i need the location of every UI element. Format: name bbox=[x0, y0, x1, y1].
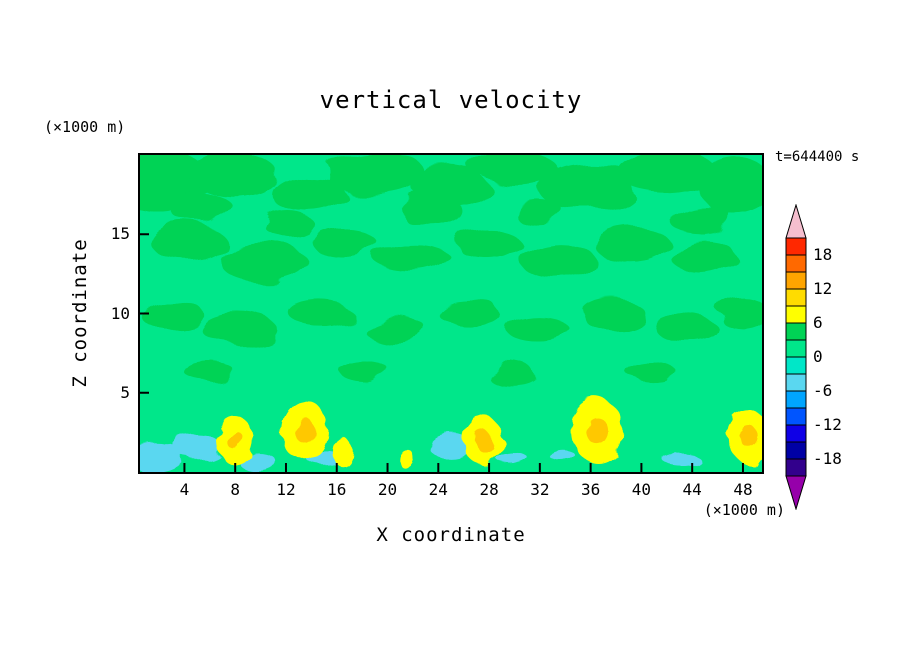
colorbar-tick-label: -6 bbox=[813, 381, 833, 400]
x-tick-label: 40 bbox=[631, 480, 652, 499]
colorbar-segment bbox=[785, 322, 807, 341]
colorbar-tick-label: -12 bbox=[813, 415, 842, 434]
colorbar-segment bbox=[785, 271, 807, 290]
colorbar-segment bbox=[785, 254, 807, 273]
colorbar-segment bbox=[785, 373, 807, 392]
green-patch bbox=[202, 313, 277, 346]
z-tick-label: 5 bbox=[120, 382, 130, 402]
x-tick-label: 24 bbox=[428, 480, 448, 499]
green-patch bbox=[469, 155, 557, 184]
green-patch bbox=[674, 240, 738, 279]
green-patch bbox=[171, 193, 234, 225]
cyan-patch bbox=[239, 452, 277, 472]
plot-area bbox=[138, 153, 764, 474]
green-patch bbox=[699, 158, 762, 216]
colorbar-bottom-arrow bbox=[785, 475, 807, 510]
x-tick-label: 28 bbox=[479, 480, 499, 499]
green-patch bbox=[270, 174, 346, 213]
green-patch bbox=[594, 224, 669, 263]
green-patch bbox=[189, 155, 277, 197]
colorbar-tick-label: 6 bbox=[813, 313, 823, 332]
green-patch bbox=[488, 367, 539, 387]
z-tick-label: 15 bbox=[110, 224, 130, 244]
colorbar-segment bbox=[785, 305, 807, 324]
colorbar-segment bbox=[785, 407, 807, 426]
updraft-core bbox=[474, 430, 492, 451]
x-tick-label: 32 bbox=[530, 480, 550, 499]
colorbar-segment bbox=[785, 339, 807, 358]
colorbar-segment bbox=[785, 356, 807, 375]
green-patch bbox=[581, 297, 644, 330]
updraft-core bbox=[740, 426, 759, 448]
green-patch bbox=[506, 316, 570, 343]
green-patch bbox=[538, 161, 638, 213]
updraft-core bbox=[227, 430, 244, 451]
x-axis-label: X coordinate bbox=[376, 524, 526, 546]
green-patch bbox=[363, 316, 427, 343]
colorbar-segment bbox=[785, 288, 807, 307]
colorbar-top-arrow bbox=[785, 204, 807, 239]
green-patch bbox=[656, 316, 719, 343]
green-patch bbox=[140, 297, 203, 330]
green-patch bbox=[718, 297, 762, 330]
colorbar-tick-label: 18 bbox=[813, 245, 833, 264]
green-patch bbox=[220, 243, 308, 282]
green-patch bbox=[401, 196, 464, 228]
green-patch bbox=[519, 240, 595, 279]
colorbar-segment bbox=[785, 237, 807, 256]
contour-field bbox=[140, 155, 762, 472]
colorbar-segment bbox=[785, 424, 807, 443]
green-patch bbox=[513, 199, 563, 225]
x-tick-label: 16 bbox=[327, 480, 347, 499]
green-patch bbox=[264, 212, 315, 238]
colorbar-segment bbox=[785, 458, 807, 477]
green-patch bbox=[457, 227, 520, 260]
green-patch bbox=[152, 224, 228, 263]
green-patch bbox=[413, 167, 489, 206]
colorbar-tick-label: 12 bbox=[813, 279, 833, 298]
green-patch bbox=[618, 155, 719, 197]
green-patch bbox=[289, 300, 352, 327]
x-tick-label: 44 bbox=[682, 480, 702, 499]
cyan-patch bbox=[171, 433, 221, 460]
green-patch bbox=[326, 155, 427, 197]
green-patch bbox=[339, 361, 389, 381]
z-axis-unit-label: (×1000 m) bbox=[44, 118, 126, 136]
colorbar-segment bbox=[785, 441, 807, 460]
cyan-patch bbox=[662, 452, 700, 466]
chart-title: vertical velocity bbox=[319, 86, 583, 114]
cyan-patch bbox=[429, 433, 473, 460]
x-tick-label: 20 bbox=[377, 480, 398, 499]
z-tick-label: 10 bbox=[110, 303, 130, 323]
cyan-patch bbox=[497, 452, 529, 466]
green-patch bbox=[376, 243, 451, 276]
x-tick-label: 8 bbox=[230, 480, 241, 499]
updraft-core bbox=[294, 418, 315, 444]
colorbar-segment bbox=[785, 390, 807, 409]
green-patch bbox=[183, 361, 234, 381]
updraft-core bbox=[586, 417, 609, 445]
green-patch bbox=[438, 300, 501, 327]
green-patch bbox=[668, 202, 731, 235]
colorbar bbox=[785, 204, 807, 510]
updraft-blob bbox=[333, 438, 354, 468]
cyan-patch bbox=[550, 449, 576, 463]
x-tick-label: 4 bbox=[179, 480, 190, 499]
green-patch bbox=[625, 361, 675, 381]
x-axis-unit-label: (×1000 m) bbox=[703, 501, 785, 519]
timestamp-annotation: t=644400 s bbox=[775, 149, 860, 165]
x-tick-label: 48 bbox=[733, 480, 753, 499]
colorbar-tick-label: -18 bbox=[813, 449, 842, 468]
green-patch bbox=[314, 227, 377, 260]
x-tick-label: 12 bbox=[276, 480, 296, 499]
updraft-blob bbox=[398, 449, 415, 469]
x-tick-label: 36 bbox=[580, 480, 601, 499]
colorbar-tick-label: 0 bbox=[813, 347, 823, 366]
